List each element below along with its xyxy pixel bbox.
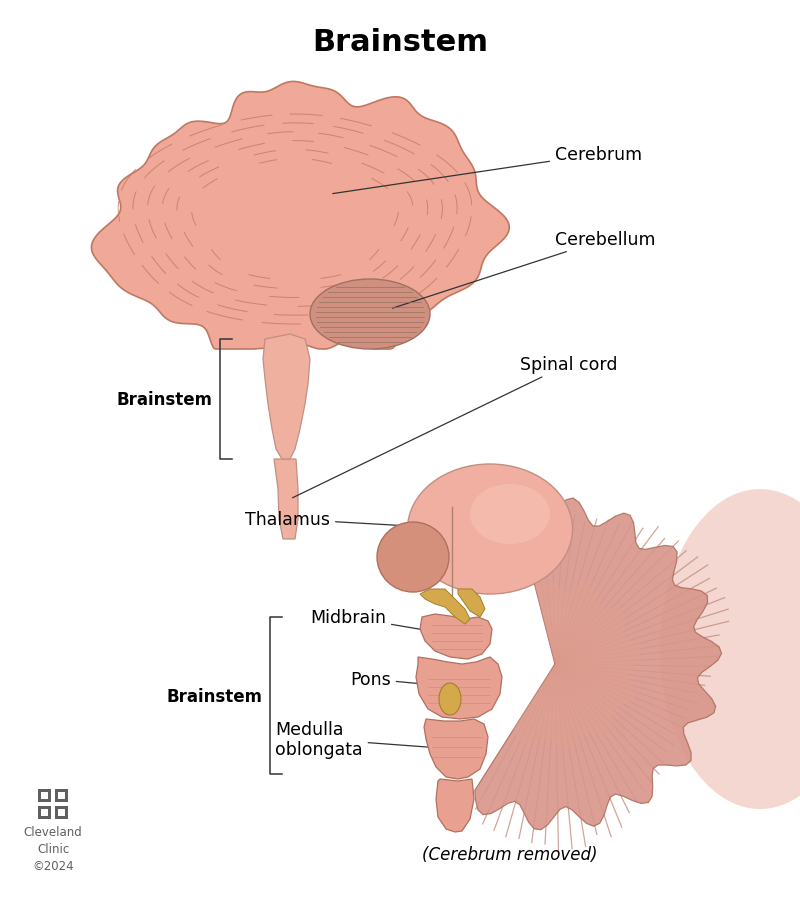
Ellipse shape — [470, 484, 550, 545]
Text: (Cerebrum removed): (Cerebrum removed) — [422, 845, 598, 863]
Polygon shape — [91, 82, 510, 350]
Polygon shape — [263, 335, 310, 459]
Text: Pons: Pons — [350, 670, 452, 688]
Ellipse shape — [377, 522, 449, 593]
Ellipse shape — [660, 490, 800, 809]
Polygon shape — [424, 719, 488, 779]
Bar — [55, 806, 68, 819]
Bar — [38, 806, 51, 819]
Bar — [58, 809, 65, 816]
Text: Midbrain: Midbrain — [310, 608, 458, 636]
Polygon shape — [274, 459, 298, 539]
Polygon shape — [514, 579, 640, 750]
Ellipse shape — [439, 683, 461, 715]
Polygon shape — [420, 614, 492, 659]
Bar — [41, 792, 48, 799]
Text: Brainstem: Brainstem — [312, 28, 488, 57]
Polygon shape — [474, 499, 722, 830]
Ellipse shape — [407, 465, 573, 594]
Ellipse shape — [310, 280, 430, 350]
Bar — [58, 792, 65, 799]
Text: Brainstem: Brainstem — [116, 391, 212, 409]
Text: Cerebrum: Cerebrum — [333, 146, 642, 194]
Polygon shape — [436, 779, 474, 832]
Polygon shape — [416, 658, 502, 719]
Bar — [55, 789, 68, 802]
Bar — [41, 809, 48, 816]
Polygon shape — [420, 589, 470, 624]
Text: Brainstem: Brainstem — [166, 686, 262, 704]
Text: Cleveland
Clinic
©2024: Cleveland Clinic ©2024 — [24, 825, 82, 872]
Text: Thalamus: Thalamus — [245, 511, 459, 529]
Bar — [38, 789, 51, 802]
Text: Cerebellum: Cerebellum — [393, 231, 655, 308]
Text: Medulla
oblongata: Medulla oblongata — [275, 720, 451, 759]
Polygon shape — [458, 589, 485, 617]
Text: Spinal cord: Spinal cord — [293, 355, 618, 498]
